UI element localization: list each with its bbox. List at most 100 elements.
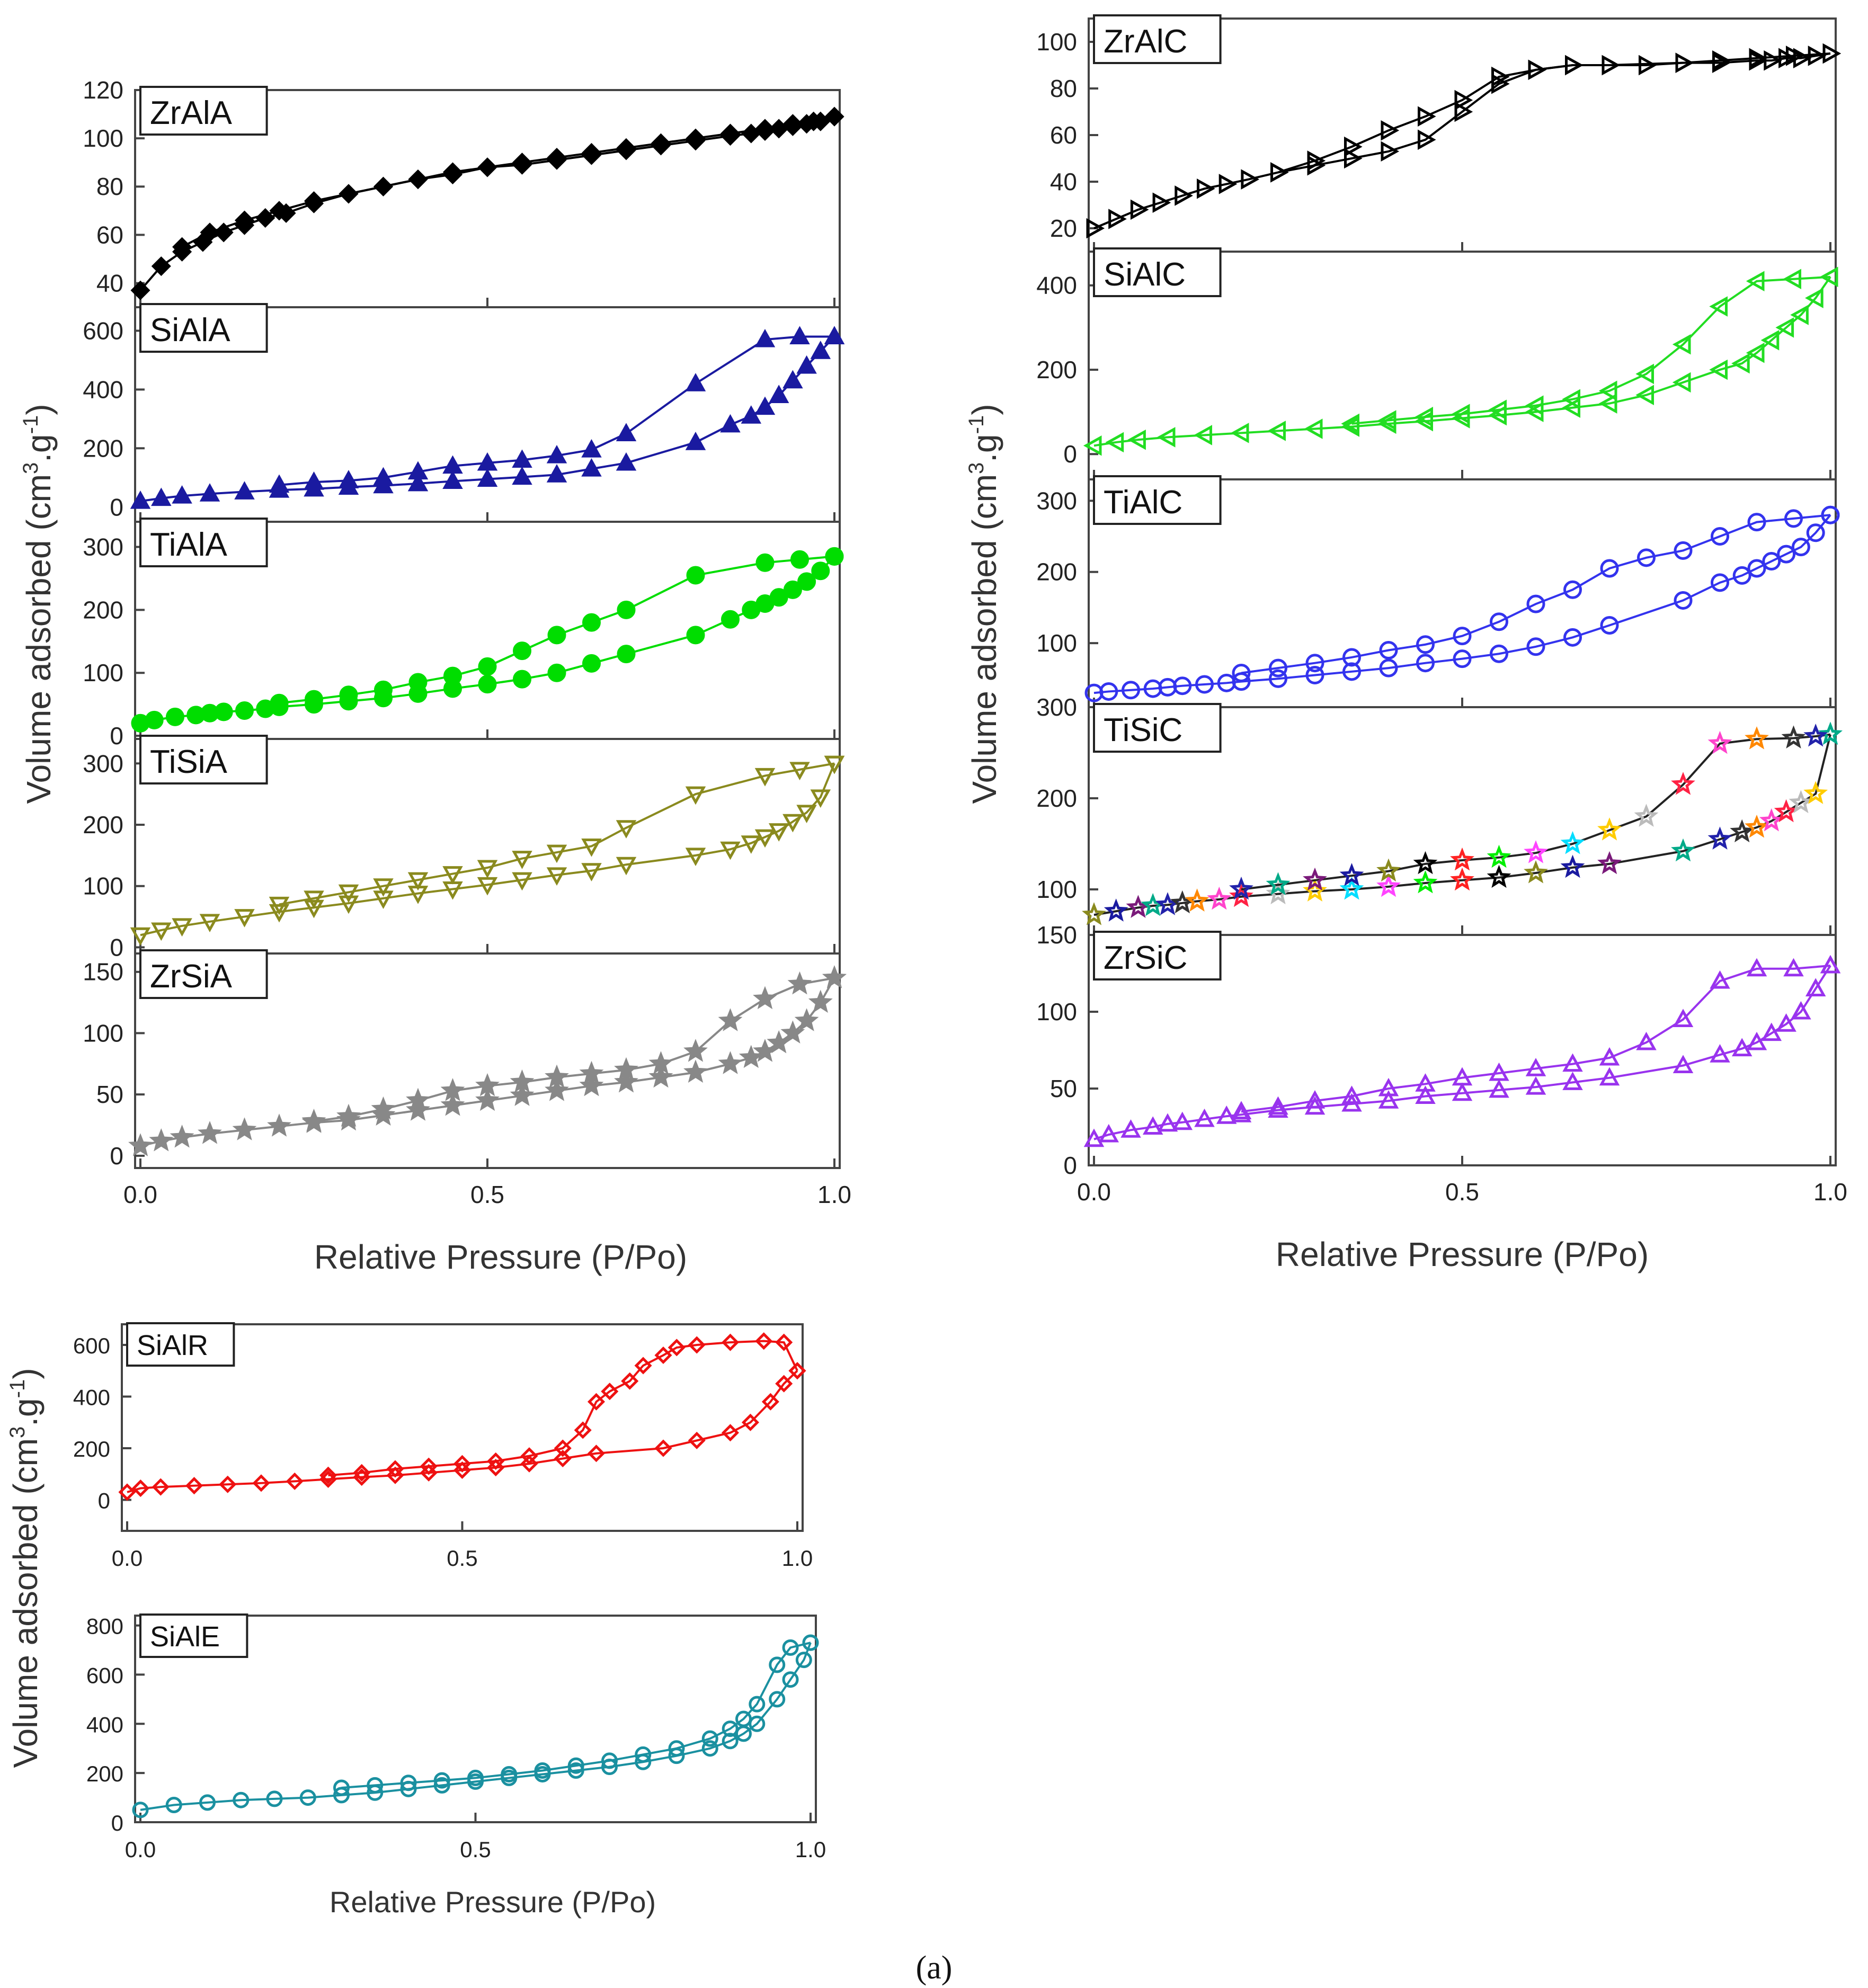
data-point: [617, 600, 636, 619]
data-point: [1524, 840, 1548, 863]
data-point: [172, 918, 192, 937]
data-point: [567, 1757, 584, 1774]
data-point: [1674, 541, 1693, 560]
data-point: [1730, 819, 1755, 843]
data-point: [1818, 721, 1843, 745]
data-point: [741, 1413, 759, 1431]
data-point: [802, 1634, 819, 1651]
y-tick-label: 120: [83, 76, 123, 104]
data-point: [1597, 851, 1622, 875]
data-point: [440, 1092, 465, 1116]
data-point: [581, 458, 602, 477]
data-point: [1746, 1031, 1767, 1050]
series-line-desorption: [1277, 52, 1831, 174]
data-point: [685, 848, 706, 867]
data-point: [1415, 1073, 1436, 1092]
x-tick-label: 0.0: [112, 1546, 143, 1571]
data-point: [720, 123, 741, 144]
data-point: [1711, 527, 1729, 546]
data-point: [769, 1656, 786, 1673]
data-point: [1777, 545, 1796, 564]
data-point: [685, 432, 706, 450]
data-point: [796, 355, 817, 374]
panel-label-box: [139, 518, 268, 567]
y-tick-label: 400: [73, 1385, 110, 1410]
data-point: [512, 872, 532, 891]
data-point: [581, 839, 602, 857]
data-point: [1790, 305, 1809, 325]
data-point: [269, 896, 290, 915]
data-point: [1307, 150, 1326, 171]
data-point: [400, 1775, 417, 1791]
data-point: [477, 452, 498, 471]
data-point: [1152, 192, 1171, 213]
data-point: [1524, 860, 1548, 884]
x-tick-label: 0.5: [447, 1546, 477, 1571]
x-tick-label: 1.0: [817, 1181, 851, 1208]
data-point: [686, 626, 705, 645]
data-point: [1099, 682, 1118, 701]
data-point: [199, 914, 220, 932]
data-point: [1784, 509, 1803, 528]
data-point: [1805, 978, 1826, 996]
y-tick-label: 100: [1036, 998, 1077, 1026]
y-tick-label: 300: [1036, 487, 1077, 514]
data-point: [782, 814, 803, 833]
y-tick-label: 100: [1036, 28, 1077, 56]
data-point: [775, 1375, 793, 1393]
x-tick-label: 0.0: [1077, 1178, 1111, 1206]
data-point: [1229, 876, 1253, 900]
data-point: [741, 835, 762, 854]
data-point: [407, 473, 429, 492]
data-point: [755, 553, 775, 572]
data-point: [1342, 662, 1361, 681]
data-point: [1231, 1101, 1252, 1119]
data-point: [1731, 1038, 1753, 1057]
data-point: [769, 1691, 786, 1708]
data-point: [790, 550, 809, 569]
data-point: [170, 1125, 194, 1148]
data-point: [534, 1762, 551, 1779]
data-point: [824, 106, 844, 127]
data-point: [794, 1008, 819, 1031]
data-point: [442, 866, 463, 885]
data-point: [685, 786, 706, 805]
data-point: [668, 1740, 685, 1757]
data-point: [1709, 359, 1728, 380]
data-point: [151, 256, 171, 277]
panel-label: ZrSiA: [150, 958, 233, 995]
data-point: [1747, 513, 1766, 532]
data-point: [768, 385, 789, 403]
data-point: [739, 1045, 763, 1068]
data-point: [1194, 425, 1212, 445]
data-point: [1598, 393, 1617, 414]
data-point: [1381, 120, 1400, 141]
y-tick-label: 0: [110, 493, 123, 521]
panel-label: SiAlE: [150, 1621, 220, 1653]
data-point: [1416, 635, 1435, 654]
data-point: [795, 1652, 812, 1669]
data-point: [683, 1039, 708, 1062]
data-point: [574, 1421, 592, 1439]
data-point: [374, 680, 393, 699]
data-point: [1381, 141, 1400, 162]
data-point: [753, 986, 777, 1010]
panel-label: ZrAlA: [150, 95, 233, 131]
data-point: [685, 373, 706, 391]
panel-tialc: 100 200 300 TiAlC: [1036, 475, 1840, 708]
data-point: [1789, 790, 1813, 814]
data-point: [235, 701, 254, 720]
data-point: [1197, 178, 1215, 199]
x-tick-label: 0.0: [125, 1837, 156, 1862]
data-point: [582, 654, 601, 673]
series-line-adsorption: [1093, 52, 1831, 229]
data-point: [686, 566, 705, 585]
data-point: [130, 491, 151, 509]
svg-text:Volume adsorbed (cm3.g-1): Volume adsorbed (cm3.g-1): [965, 404, 1003, 804]
data-point: [1671, 772, 1695, 795]
data-point: [1562, 389, 1580, 409]
y-tick-label: 200: [73, 1437, 110, 1461]
data-point: [1526, 594, 1545, 613]
panel-tiala: 0 100 200 300 TiAlA: [83, 518, 844, 750]
data-point: [442, 162, 463, 182]
